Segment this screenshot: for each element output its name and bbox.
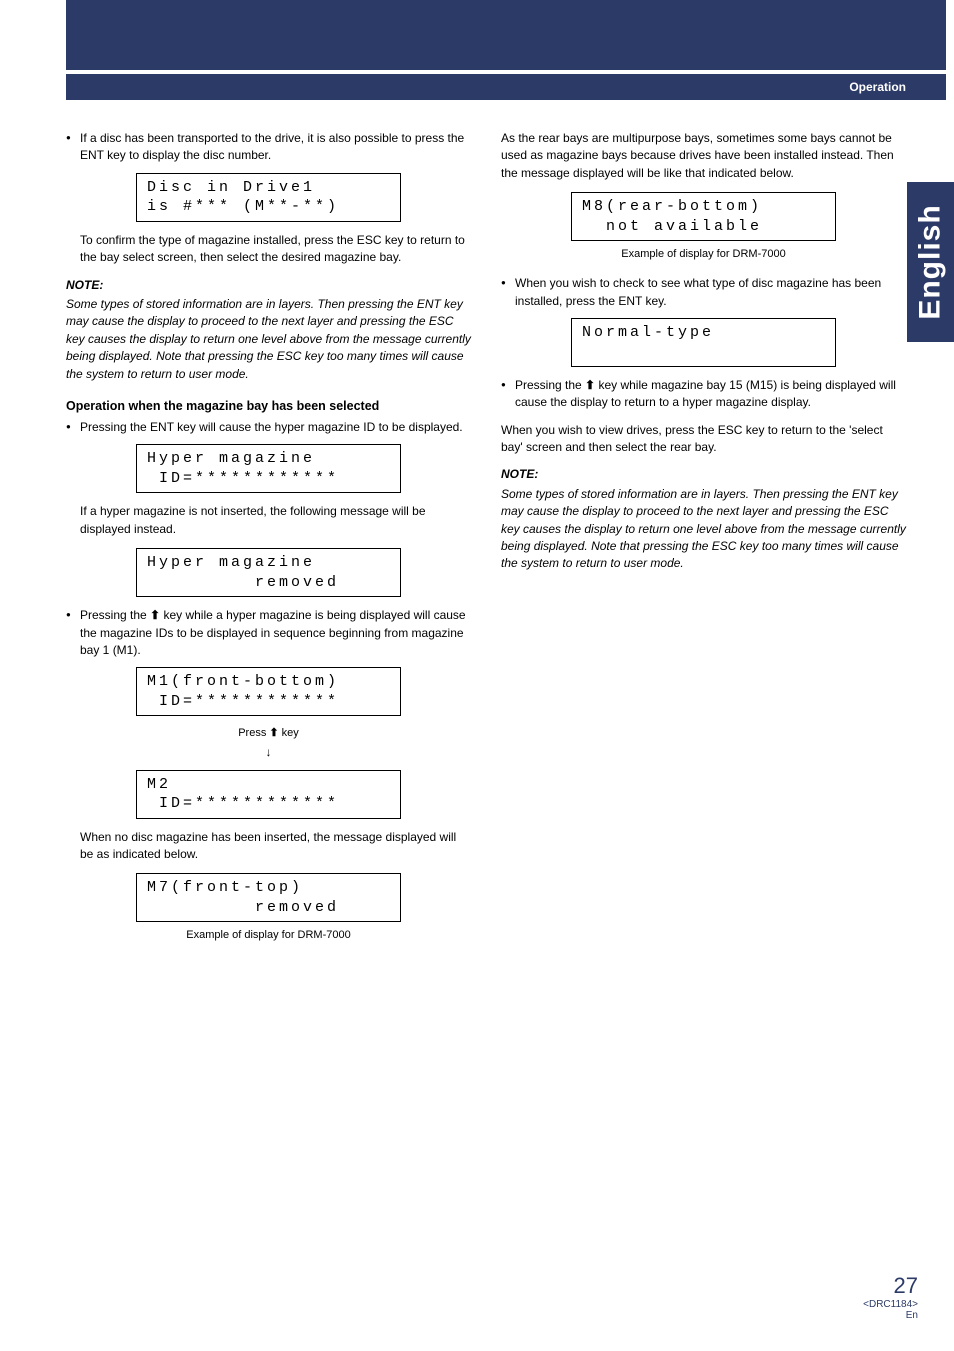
page-footer: 27 <DRC1184> En bbox=[863, 1273, 918, 1321]
document-language: En bbox=[863, 1310, 918, 1321]
para-hyper-not-inserted: If a hyper magazine is not inserted, the… bbox=[66, 503, 471, 538]
note-heading-right: NOTE: bbox=[501, 466, 906, 483]
document-id: <DRC1184> bbox=[863, 1299, 918, 1310]
up-arrow-icon: ⬆ bbox=[269, 727, 278, 739]
right-column: As the rear bays are multipurpose bays, … bbox=[501, 130, 906, 956]
para-rear-bays: As the rear bays are multipurpose bays, … bbox=[501, 130, 906, 182]
note-heading-left: NOTE: bbox=[66, 277, 471, 294]
up-arrow-icon: ⬆ bbox=[150, 608, 160, 622]
language-tab: English bbox=[907, 182, 954, 342]
section-bar: Operation bbox=[66, 74, 946, 100]
press-key-label: Press ⬆ key bbox=[66, 726, 471, 742]
lcd-hyper-magazine-removed: Hyper magazine removed bbox=[136, 548, 401, 597]
content-area: If a disc has been transported to the dr… bbox=[66, 130, 906, 956]
lcd-m2: M2 ID=************ bbox=[136, 770, 401, 819]
lcd-disc-in-drive: Disc in Drive1 is #*** (M**-**) bbox=[136, 173, 401, 222]
para-check-type: When you wish to check to see what type … bbox=[501, 275, 906, 310]
para-view-drives: When you wish to view drives, press the … bbox=[501, 422, 906, 457]
para-pressing-ent: Pressing the ENT key will cause the hype… bbox=[66, 419, 471, 436]
para-confirm-type: To confirm the type of magazine installe… bbox=[66, 232, 471, 267]
para-pressing-up-hyper: Pressing the ⬆ key while a hyper magazin… bbox=[66, 607, 471, 659]
language-tab-label: English bbox=[914, 204, 948, 319]
left-column: If a disc has been transported to the dr… bbox=[66, 130, 471, 956]
section-heading-operation: Operation when the magazine bay has been… bbox=[66, 397, 471, 415]
header-bar bbox=[66, 0, 946, 70]
down-arrow-icon: ↓ bbox=[66, 744, 471, 761]
lcd-caption-left: Example of display for DRM-7000 bbox=[66, 928, 471, 944]
para-pressing-up-m15: Pressing the ⬆ key while magazine bay 15… bbox=[501, 377, 906, 412]
note-body-left: Some types of stored information are in … bbox=[66, 296, 471, 383]
lcd-m8-rear-bottom: M8(rear-bottom) not available bbox=[571, 192, 836, 241]
lcd-hyper-magazine-id: Hyper magazine ID=************ bbox=[136, 444, 401, 493]
para-disc-transported: If a disc has been transported to the dr… bbox=[66, 130, 471, 165]
note-body-right: Some types of stored information are in … bbox=[501, 486, 906, 573]
lcd-normal-type: Normal-type bbox=[571, 318, 836, 367]
section-label: Operation bbox=[849, 80, 906, 94]
page-number: 27 bbox=[863, 1273, 918, 1299]
lcd-m7-front-top: M7(front-top) removed bbox=[136, 873, 401, 922]
up-arrow-icon: ⬆ bbox=[585, 378, 595, 392]
lcd-caption-right: Example of display for DRM-7000 bbox=[501, 247, 906, 263]
lcd-m1-front-bottom: M1(front-bottom) ID=************ bbox=[136, 667, 401, 716]
para-no-disc-magazine: When no disc magazine has been inserted,… bbox=[66, 829, 471, 864]
